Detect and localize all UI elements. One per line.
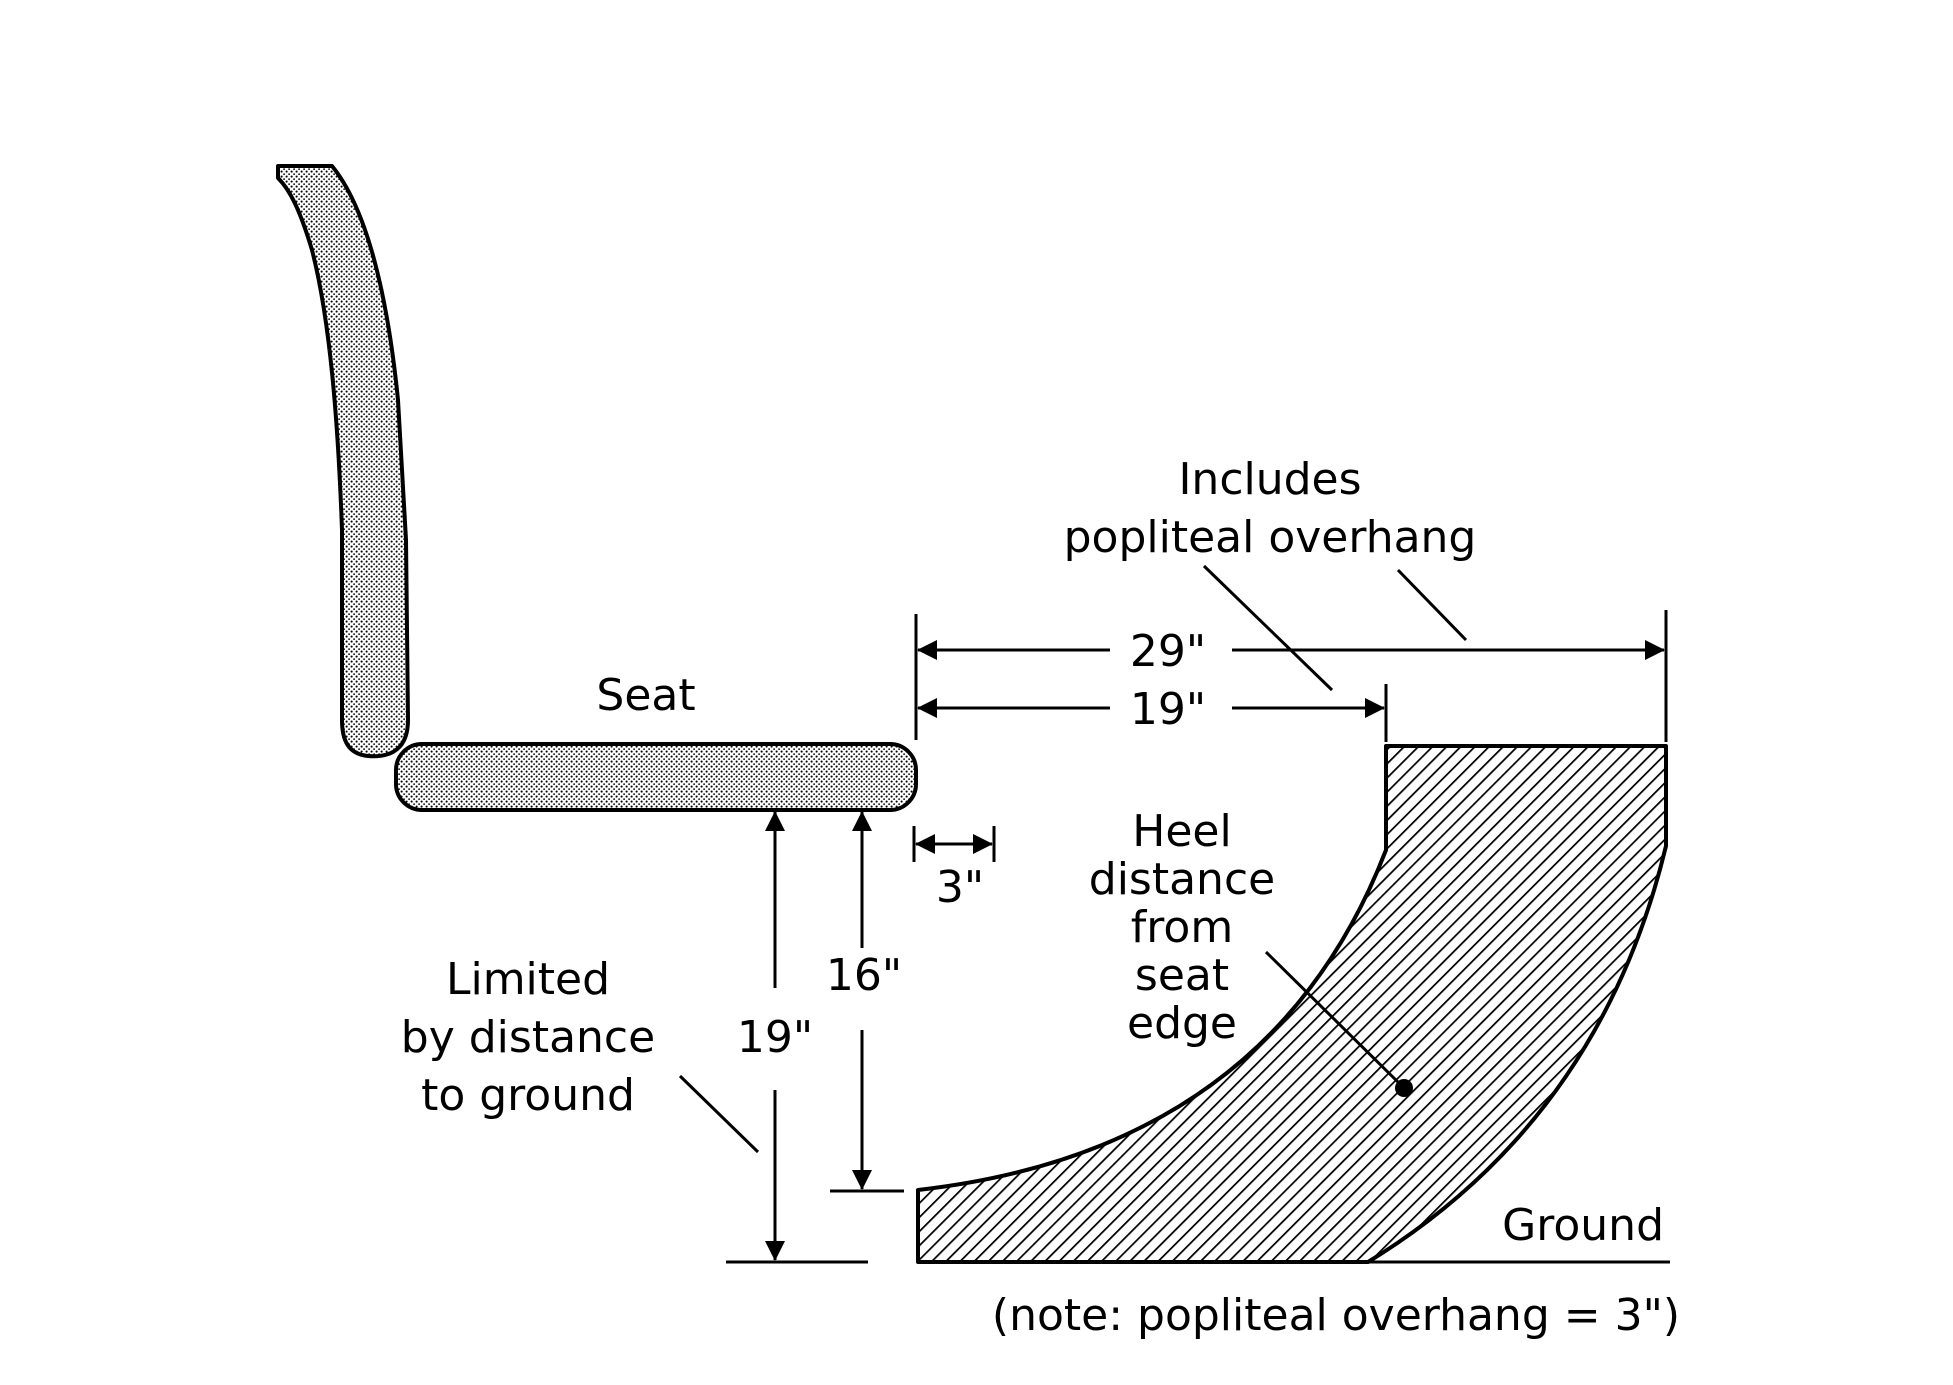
svg-text:Includes: Includes [1178, 454, 1361, 505]
chair-backrest [276, 164, 410, 759]
heel-distance-label: Heel distance from seat edge [1089, 806, 1275, 1049]
dimension-19h-label: 19" [1130, 684, 1206, 735]
svg-text:to ground: to ground [421, 1070, 635, 1121]
dimension-19v-label: 19" [737, 1012, 813, 1063]
svg-text:by distance: by distance [401, 1012, 655, 1063]
svg-text:popliteal overhang: popliteal overhang [1064, 512, 1477, 563]
heel-leader-line [1264, 950, 1404, 1088]
svg-text:seat: seat [1135, 950, 1229, 1001]
heel-clearance-zone [916, 744, 1668, 1264]
includes-leader-line-29 [1396, 568, 1468, 642]
popliteal-overhang-note: (note: popliteal overhang = 3") [992, 1290, 1680, 1341]
includes-leader-line-19 [1202, 564, 1334, 692]
limited-by-distance-label: Limited by distance to ground [401, 954, 655, 1121]
dimension-29-label: 29" [1130, 626, 1206, 677]
svg-text:distance: distance [1089, 854, 1275, 905]
ground-label: Ground [1502, 1200, 1664, 1251]
svg-text:edge: edge [1127, 998, 1237, 1049]
includes-popliteal-overhang-label: Includes popliteal overhang [1064, 454, 1477, 563]
limited-leader-line [678, 1074, 760, 1154]
svg-text:Heel: Heel [1132, 806, 1231, 857]
dimension-3-label: 3" [936, 862, 984, 913]
chair-seat [394, 742, 918, 812]
seat-label: Seat [596, 670, 695, 721]
heel-point-marker [1395, 1079, 1413, 1097]
svg-text:from: from [1131, 902, 1233, 953]
dimension-16-label: 16" [826, 950, 902, 1001]
svg-text:Limited: Limited [446, 954, 610, 1005]
